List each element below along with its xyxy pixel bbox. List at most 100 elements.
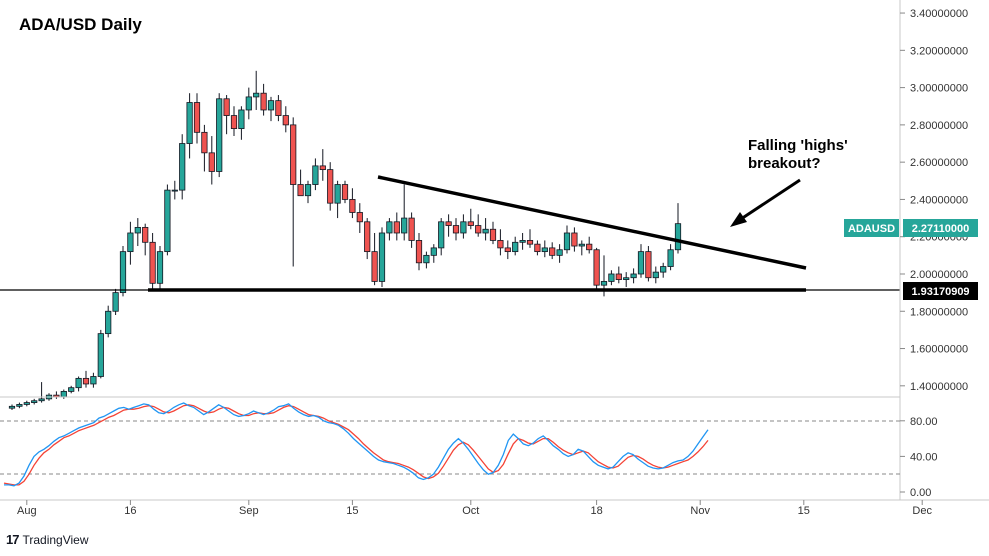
candle	[290, 117, 297, 267]
candle-body	[512, 241, 519, 253]
candle-body	[304, 184, 312, 197]
candle	[164, 184, 171, 256]
last-price-label: 2.27110000	[903, 219, 978, 237]
candle	[349, 188, 356, 219]
candle	[438, 218, 445, 256]
candle-body	[630, 273, 637, 279]
candle-body	[223, 98, 230, 116]
candle	[260, 83, 267, 116]
candle-body	[430, 247, 437, 256]
candle	[571, 227, 578, 252]
candle-body	[119, 251, 127, 294]
candle-body	[438, 221, 445, 249]
candle-body	[290, 124, 297, 185]
price-tick-label: 2.40000000	[910, 194, 968, 206]
time-tick-label: 15	[346, 505, 358, 517]
candle	[245, 87, 252, 120]
chart-title: ADA/USD Daily	[19, 15, 142, 34]
price-axis: 3.40000000 3.20000000 3.00000000 2.80000000…	[900, 8, 968, 393]
candle	[341, 180, 349, 204]
candle-body	[415, 240, 423, 264]
candle	[586, 236, 593, 254]
candle-series	[8, 70, 682, 411]
candle-body	[112, 292, 119, 312]
candle-body	[349, 199, 356, 213]
price-tick-label: 2.80000000	[910, 120, 968, 132]
candle	[97, 329, 104, 379]
candle	[415, 232, 423, 271]
candle-body	[82, 377, 90, 385]
candle-body	[482, 228, 489, 234]
candle-body	[97, 333, 104, 377]
candle-body	[571, 232, 578, 247]
price-tick-label: 3.00000000	[910, 83, 968, 95]
candle	[556, 244, 563, 263]
candle	[201, 124, 208, 172]
candle-body	[504, 247, 511, 253]
candle-body	[208, 152, 215, 172]
price-tick-label: 1.60000000	[910, 344, 968, 356]
candle-body	[660, 266, 667, 273]
price-tick-label: 3.40000000	[910, 8, 968, 20]
candle	[119, 246, 127, 297]
candle-body	[608, 273, 615, 282]
candle-body	[297, 184, 304, 197]
candle-body	[615, 273, 622, 280]
time-tick-label: Nov	[690, 505, 710, 517]
candle	[105, 305, 112, 338]
candle-body	[593, 249, 600, 286]
time-tick-label: Oct	[462, 505, 479, 517]
stoch-k-line	[4, 402, 709, 487]
candle-body	[90, 376, 97, 385]
candle-body	[142, 226, 149, 243]
candle	[208, 136, 215, 185]
candle	[615, 266, 622, 284]
candle	[53, 391, 60, 399]
candle-body	[282, 115, 289, 126]
candle-body	[179, 143, 186, 191]
candle	[186, 93, 193, 159]
candle-body	[356, 212, 363, 223]
time-tick-label: 18	[590, 505, 602, 517]
candle	[127, 221, 134, 265]
candle-body	[31, 400, 38, 403]
candle-body	[230, 115, 238, 130]
candle-body	[519, 240, 526, 243]
candle-body	[452, 225, 460, 234]
candle	[541, 240, 548, 258]
candle-body	[534, 243, 541, 253]
candle	[623, 272, 630, 288]
candle	[645, 246, 652, 282]
candle	[674, 203, 682, 254]
candle	[156, 246, 164, 289]
price-tick-label: 2.00000000	[910, 269, 968, 281]
candle-body	[526, 240, 534, 245]
candle	[497, 229, 504, 256]
candle	[445, 214, 452, 237]
candle	[134, 218, 141, 247]
tradingview-logo[interactable]: 17 TradingView	[6, 532, 89, 547]
candle	[534, 240, 541, 256]
candle-body	[164, 189, 171, 253]
candle-body	[475, 225, 482, 234]
candle-body	[645, 251, 652, 279]
candle-body	[312, 165, 319, 185]
candle	[460, 214, 467, 239]
time-tick-label: 15	[798, 505, 810, 517]
candle	[297, 169, 304, 197]
candle	[304, 180, 312, 204]
price-tick-label: 2.60000000	[910, 157, 968, 169]
candle	[652, 266, 659, 284]
candle	[526, 229, 534, 248]
level-price-label: 1.93170909	[903, 282, 978, 300]
last-price-text: 2.27110000	[912, 223, 970, 235]
candle-body	[445, 221, 452, 226]
candle	[378, 227, 386, 288]
candle	[475, 214, 482, 237]
candle	[253, 70, 260, 110]
candle-body	[378, 232, 386, 282]
candle	[193, 93, 201, 144]
candle	[630, 268, 637, 284]
candle	[319, 149, 326, 181]
candle	[171, 180, 178, 200]
